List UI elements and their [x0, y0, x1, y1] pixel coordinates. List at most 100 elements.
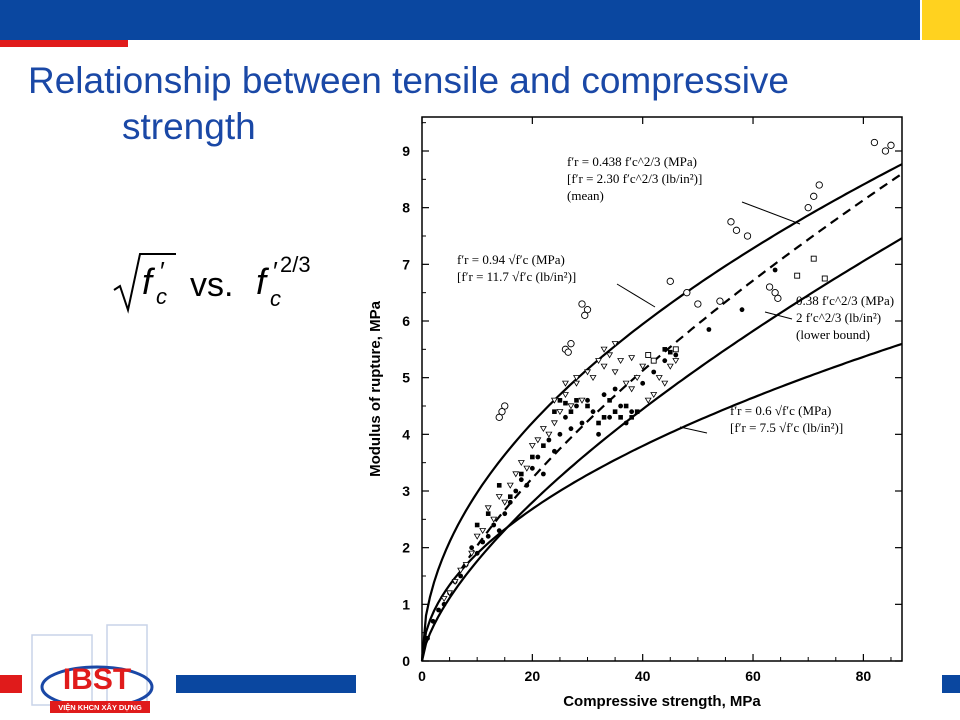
point-triangle-open [578, 397, 586, 404]
point-triangle-open [506, 482, 514, 489]
point-triangle-open [644, 397, 652, 404]
header-accent-yellow [922, 0, 960, 40]
point-circle-filled [563, 414, 568, 420]
annotation-line: (mean) [567, 188, 604, 203]
y-tick-label: 0 [402, 653, 410, 669]
point-triangle-open [655, 375, 663, 382]
point-circle-open [583, 306, 592, 314]
point-triangle-open [550, 420, 558, 427]
formula-fc2: f [256, 261, 270, 302]
point-triangle-open [622, 380, 630, 387]
point-circle-filled [673, 352, 679, 358]
point-circle-open [666, 277, 674, 285]
y-tick-label: 6 [402, 313, 410, 329]
point-triangle-open [528, 443, 536, 450]
point-triangle-open [666, 363, 674, 370]
logo-text-band [50, 701, 150, 713]
point-circle-filled [662, 358, 668, 364]
formula-comparison: f ′ c vs. f ′ 2/3 c [113, 252, 311, 314]
point-circle-filled [485, 533, 491, 539]
point-circle-filled [772, 267, 778, 273]
point-circle-open [815, 181, 823, 189]
point-circle-filled [585, 397, 590, 403]
point-circle-filled [496, 528, 502, 534]
point-circle-open [727, 218, 735, 226]
point-circle-filled [507, 499, 513, 505]
point-circle-filled [596, 431, 601, 437]
point-triangle-open [539, 426, 547, 433]
point-square-open [810, 255, 817, 262]
point-circle-open [887, 141, 895, 149]
point-triangle-open [628, 386, 636, 393]
point-circle-filled [651, 369, 657, 375]
point-square-filled [607, 398, 612, 403]
curve-lower [420, 237, 903, 662]
header-bar [0, 0, 920, 40]
point-triangle-open [572, 375, 580, 382]
formula-sub-c2: c [270, 286, 281, 311]
point-circle-open [683, 289, 691, 297]
y-axis-label: Modulus of rupture, MPa [367, 300, 384, 476]
point-triangle-open [661, 380, 669, 387]
point-triangle-open [550, 397, 558, 404]
point-triangle-open [567, 403, 575, 410]
point-circle-open [498, 408, 506, 416]
point-triangle-open [628, 355, 636, 362]
point-triangle-open [606, 352, 614, 359]
point-circle-filled [529, 465, 535, 471]
point-circle-filled [612, 386, 618, 392]
point-circle-filled [502, 511, 508, 517]
annotation-line: 0.38 f′c^2/3 (MPa) [796, 293, 894, 308]
point-circle-filled [540, 471, 546, 477]
point-square-filled [667, 349, 673, 355]
point-triangle-open [501, 499, 509, 506]
point-square-filled [618, 415, 623, 420]
point-triangle-open [572, 380, 580, 387]
point-triangle-open [617, 358, 625, 365]
annotation-a4: f′r = 0.6 √f′c (MPa) [f′r = 7.5 √f′c (lb/… [679, 403, 843, 435]
point-circle-filled [601, 392, 607, 398]
slide-title: Relationship between tensile and compres… [28, 58, 928, 150]
point-triangle-open [650, 392, 658, 399]
point-triangle-open [479, 528, 487, 535]
point-circle-open [694, 300, 702, 308]
point-triangle-open [490, 516, 498, 523]
logo-text: VIỆN KHCN XÂY DỰNG [58, 703, 142, 712]
footer-bar-right [942, 675, 960, 693]
point-triangle-open [600, 346, 608, 353]
x-tick-label: 20 [525, 668, 541, 684]
annotation-line: f′r = 0.6 √f′c (MPa) [730, 403, 831, 418]
point-circle-filled [574, 403, 579, 409]
point-square-filled [601, 415, 607, 420]
y-tick-label: 9 [402, 143, 410, 159]
point-circle-open [804, 204, 812, 212]
ibst-logo: IBST VIỆN KHCN XÂY DỰNG [31, 624, 154, 713]
curve-sqrt06 [420, 342, 903, 662]
y-tick-label: 5 [402, 370, 410, 386]
point-triangle-open [561, 392, 569, 399]
point-circle-filled [480, 539, 486, 545]
point-circle-filled [640, 380, 646, 386]
point-square-open [650, 357, 657, 364]
point-circle-open [771, 289, 779, 297]
point-circle-filled [518, 477, 524, 483]
point-square-open [672, 346, 679, 353]
sqrt-symbol [113, 253, 176, 314]
point-triangle-open [468, 550, 476, 557]
point-circle-open [810, 192, 818, 200]
header-accent-red [0, 40, 128, 47]
point-square-open [821, 275, 828, 282]
slide-title-line2: strength [122, 106, 256, 147]
point-triangle-open [633, 375, 641, 382]
point-circle-filled [524, 482, 530, 488]
point-square-filled [507, 494, 513, 499]
point-circle-open [765, 283, 774, 291]
annotation-line: f′r = 0.438 f′c^2/3 (MPa) [567, 154, 697, 169]
annotation-a1: f′r = 0.438 f′c^2/3 (MPa) [f′r = 2.30 f′c… [567, 154, 801, 225]
point-triangle-open [589, 375, 597, 382]
annotation-a2: f′r = 0.94 √f′c (MPa) [f′r = 11.7 √f′c (l… [457, 252, 656, 308]
point-square-filled [563, 400, 568, 406]
curve-mean [459, 172, 903, 571]
point-triangle-open [440, 596, 448, 603]
annotation-line: (lower bound) [796, 327, 870, 342]
